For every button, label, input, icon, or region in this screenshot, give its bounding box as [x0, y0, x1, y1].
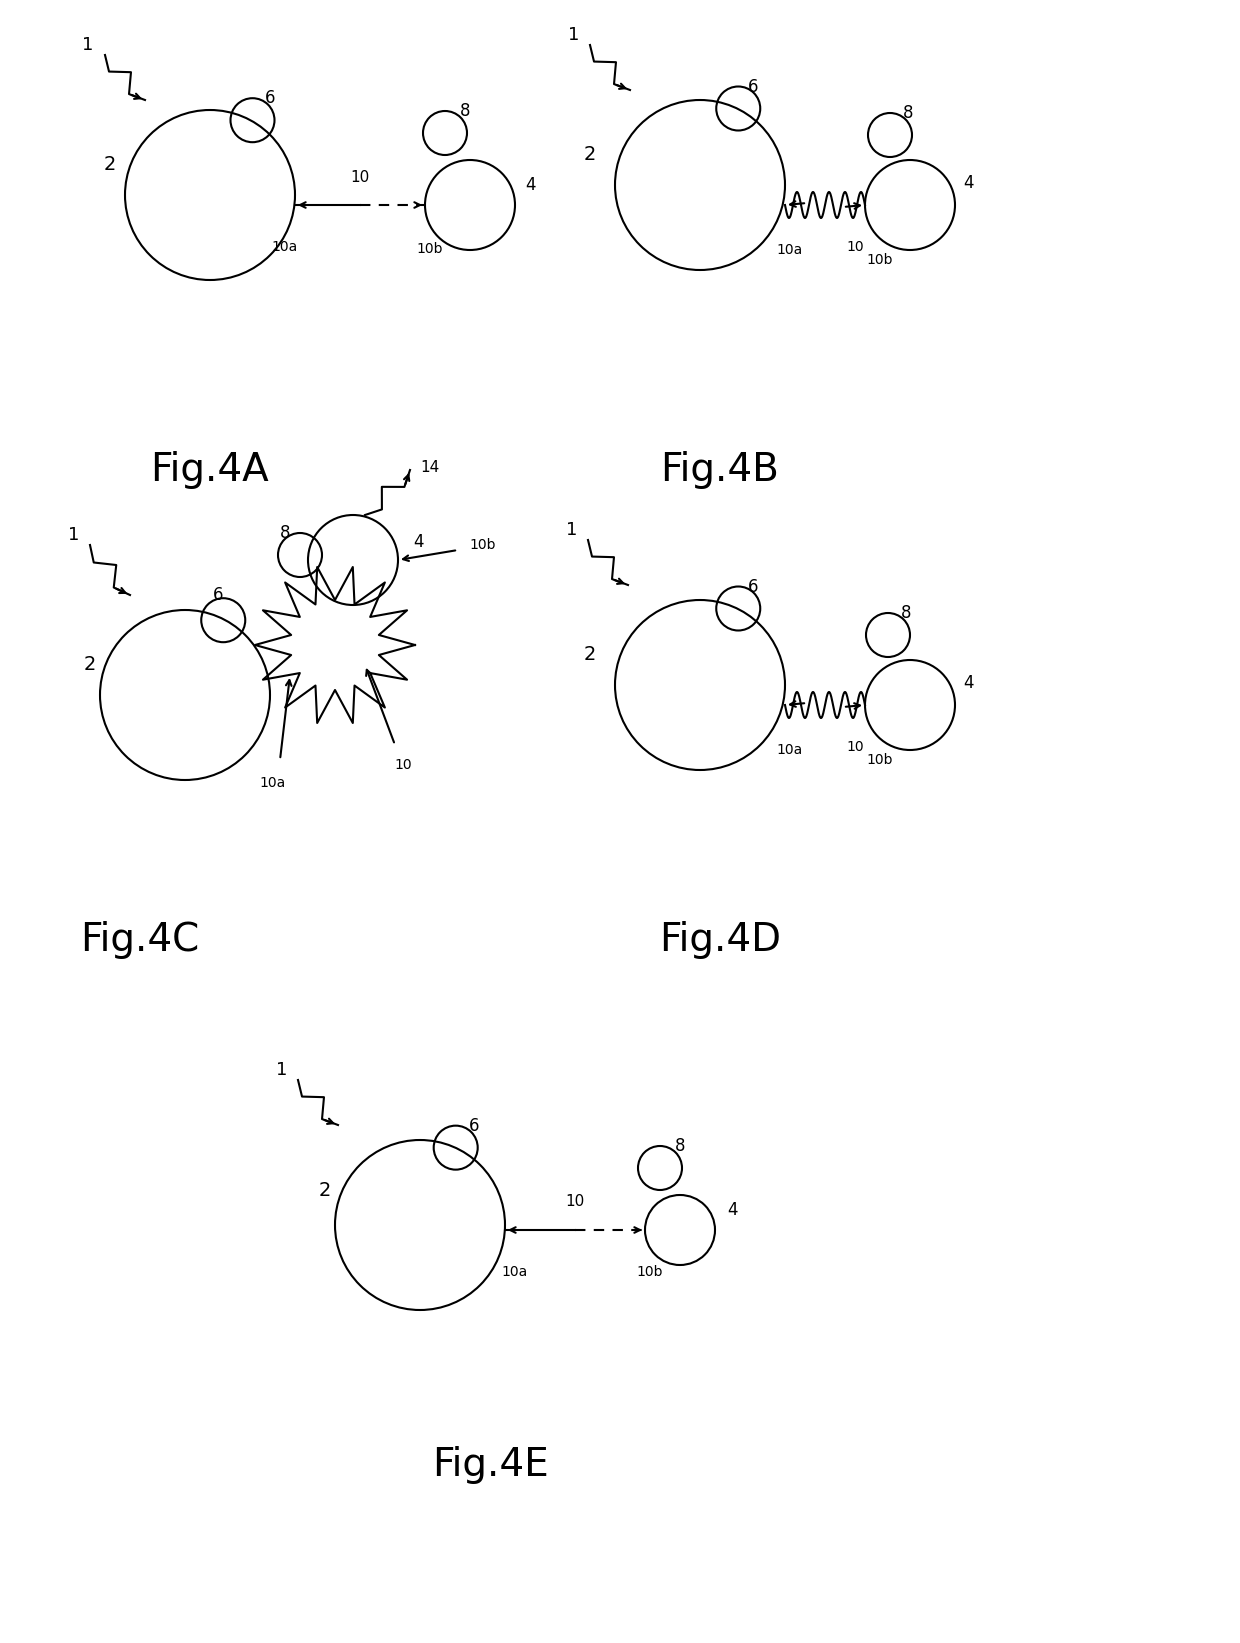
Text: 10b: 10b [867, 752, 893, 767]
Text: 10a: 10a [502, 1265, 528, 1278]
Text: Fig.4C: Fig.4C [81, 922, 200, 960]
Text: 10a: 10a [260, 775, 286, 790]
Text: 2: 2 [104, 156, 117, 174]
Text: Fig.4D: Fig.4D [658, 922, 781, 960]
Text: Fig.4B: Fig.4B [661, 450, 780, 490]
Text: 10b: 10b [417, 242, 443, 256]
Text: 1: 1 [82, 36, 94, 54]
Text: 10b: 10b [867, 253, 893, 268]
Text: Fig.4A: Fig.4A [150, 450, 269, 490]
Text: 1: 1 [68, 526, 79, 544]
Text: 4: 4 [525, 176, 536, 194]
Text: 6: 6 [748, 77, 759, 95]
Text: 4: 4 [962, 674, 973, 692]
Text: 10: 10 [846, 240, 864, 255]
Text: 6: 6 [748, 577, 759, 595]
Text: 1: 1 [277, 1061, 288, 1079]
Text: 2: 2 [319, 1181, 331, 1199]
Text: 14: 14 [420, 460, 440, 475]
Text: 4: 4 [413, 532, 423, 550]
Text: 10a: 10a [272, 240, 298, 255]
Text: 1: 1 [567, 521, 578, 539]
Text: 2: 2 [584, 646, 596, 664]
Text: 4: 4 [727, 1201, 738, 1219]
Text: 2: 2 [84, 656, 97, 675]
Text: 2: 2 [584, 146, 596, 164]
Text: 6: 6 [265, 89, 275, 107]
Text: 10b: 10b [470, 537, 496, 552]
Text: 10: 10 [565, 1194, 584, 1209]
Text: 8: 8 [900, 605, 911, 623]
Text: 10a: 10a [777, 743, 804, 757]
Text: 10: 10 [351, 169, 370, 184]
Text: 1: 1 [568, 26, 579, 44]
Text: 4: 4 [962, 174, 973, 192]
Text: 10: 10 [846, 739, 864, 754]
Text: Fig.4E: Fig.4E [432, 1446, 548, 1484]
Text: 10: 10 [394, 757, 412, 772]
Text: 8: 8 [280, 524, 290, 542]
Text: 6: 6 [213, 587, 223, 605]
Text: 10a: 10a [777, 243, 804, 256]
Text: 8: 8 [460, 102, 470, 120]
Text: 8: 8 [903, 104, 913, 122]
Text: 8: 8 [675, 1137, 686, 1155]
Text: 6: 6 [469, 1117, 479, 1135]
Text: 10b: 10b [637, 1265, 663, 1278]
